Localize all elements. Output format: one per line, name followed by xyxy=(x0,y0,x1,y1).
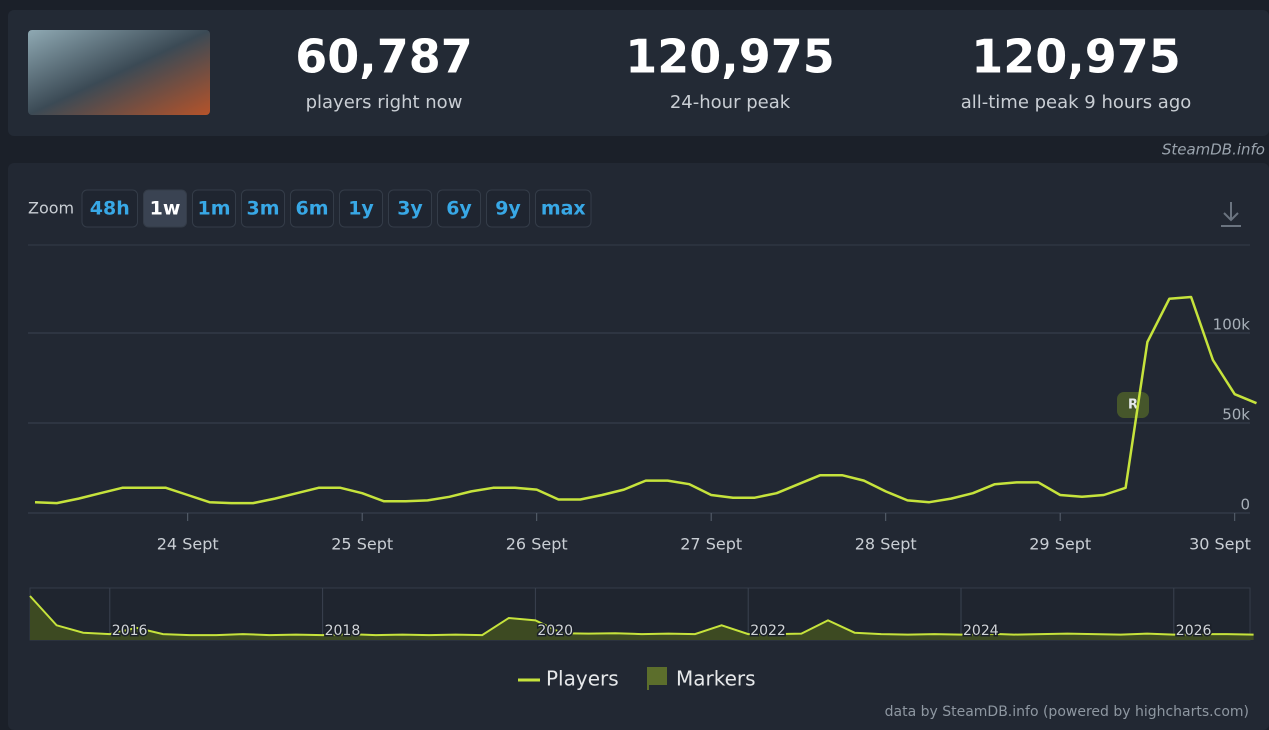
zoom-label: Zoom xyxy=(28,199,74,218)
navigator-label: 2016 xyxy=(112,623,148,639)
zoom-button-label[interactable]: 6m xyxy=(295,198,328,220)
x-tick-label: 24 Sept xyxy=(157,535,219,554)
navigator[interactable] xyxy=(29,587,1251,641)
zoom-button[interactable] xyxy=(143,189,187,228)
zoom-button-label[interactable]: 48h xyxy=(90,198,130,220)
zoom-button-label[interactable]: 1m xyxy=(197,198,230,220)
y-tick-label: 50k xyxy=(1222,406,1250,424)
zoom-button[interactable] xyxy=(241,189,285,228)
zoom-button-label[interactable]: max xyxy=(541,198,586,220)
x-tick-label: 26 Sept xyxy=(506,535,568,554)
x-tick-label: 25 Sept xyxy=(331,535,393,554)
game-cover xyxy=(28,30,210,115)
zoom-button[interactable] xyxy=(486,189,530,228)
zoom-button[interactable] xyxy=(192,189,236,228)
zoom-button[interactable] xyxy=(339,189,383,228)
y-tick-label: 0 xyxy=(1240,496,1250,514)
zoom-button-label[interactable]: 1y xyxy=(348,198,374,220)
zoom-button[interactable] xyxy=(290,189,334,228)
y-tick-label: 100k xyxy=(1213,316,1251,334)
zoom-button-label[interactable]: 1w xyxy=(150,198,181,220)
marker-label[interactable]: R xyxy=(1128,398,1138,413)
x-tick-label: 29 Sept xyxy=(1029,535,1091,554)
zoom-button[interactable] xyxy=(388,189,432,228)
stat-label: 24-hour peak xyxy=(670,92,791,113)
zoom-button-label[interactable]: 6y xyxy=(446,198,472,220)
x-tick-label: 28 Sept xyxy=(855,535,917,554)
source: SteamDB.info xyxy=(1162,141,1265,159)
player-line xyxy=(34,295,1257,505)
zoom-button-label[interactable]: 3m xyxy=(246,198,279,220)
stat-value: 60,787 xyxy=(295,30,473,84)
zoom-button-label[interactable]: 3y xyxy=(397,198,423,220)
zoom-button[interactable] xyxy=(535,189,592,228)
stat-label: players right now xyxy=(306,92,463,113)
legend-markers-icon xyxy=(647,667,667,690)
download-icon[interactable] xyxy=(1221,202,1241,227)
zoom-button-label[interactable]: 9y xyxy=(495,198,521,220)
navigator-label: 2018 xyxy=(325,623,361,639)
stats-panel xyxy=(8,10,1269,136)
chart-panel xyxy=(8,163,1269,730)
x-tick-label: 30 Sept xyxy=(1189,535,1251,554)
navigator-label: 2026 xyxy=(1176,623,1212,639)
x-tick-label: 27 Sept xyxy=(680,535,742,554)
navigator-label: 2020 xyxy=(537,623,573,639)
legend-markers[interactable]: Markers xyxy=(676,667,756,691)
zoom-button[interactable] xyxy=(81,189,138,228)
navigator-area xyxy=(30,596,1254,640)
stat-value: 120,975 xyxy=(625,30,835,84)
zoom-button[interactable] xyxy=(437,189,481,228)
stat-value: 120,975 xyxy=(971,30,1181,84)
credits: data by SteamDB.info (powered by highcha… xyxy=(885,704,1249,720)
navigator-line xyxy=(29,595,1254,637)
stat-label: all-time peak 9 hours ago xyxy=(961,92,1192,113)
navigator-label: 2022 xyxy=(750,623,786,639)
marker-flag[interactable] xyxy=(1117,392,1149,418)
navigator-label: 2024 xyxy=(963,623,999,639)
legend-players[interactable]: Players xyxy=(546,667,619,691)
